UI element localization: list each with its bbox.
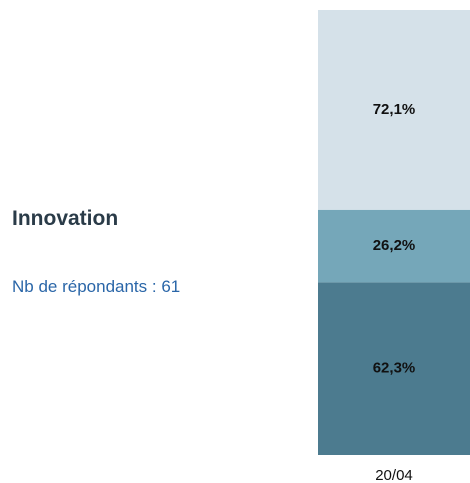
bar-segment [318,10,470,210]
data-label: 62,3% [373,360,416,377]
x-tick-label: 20/04 [375,467,413,483]
chart-subtitle: Nb de répondants : 61 [12,277,181,296]
bar-segment [318,282,470,455]
chart-title: Innovation [12,207,119,230]
bar-segment [318,209,470,283]
data-label: 26,2% [373,237,416,254]
data-label: 72,1% [373,101,416,118]
